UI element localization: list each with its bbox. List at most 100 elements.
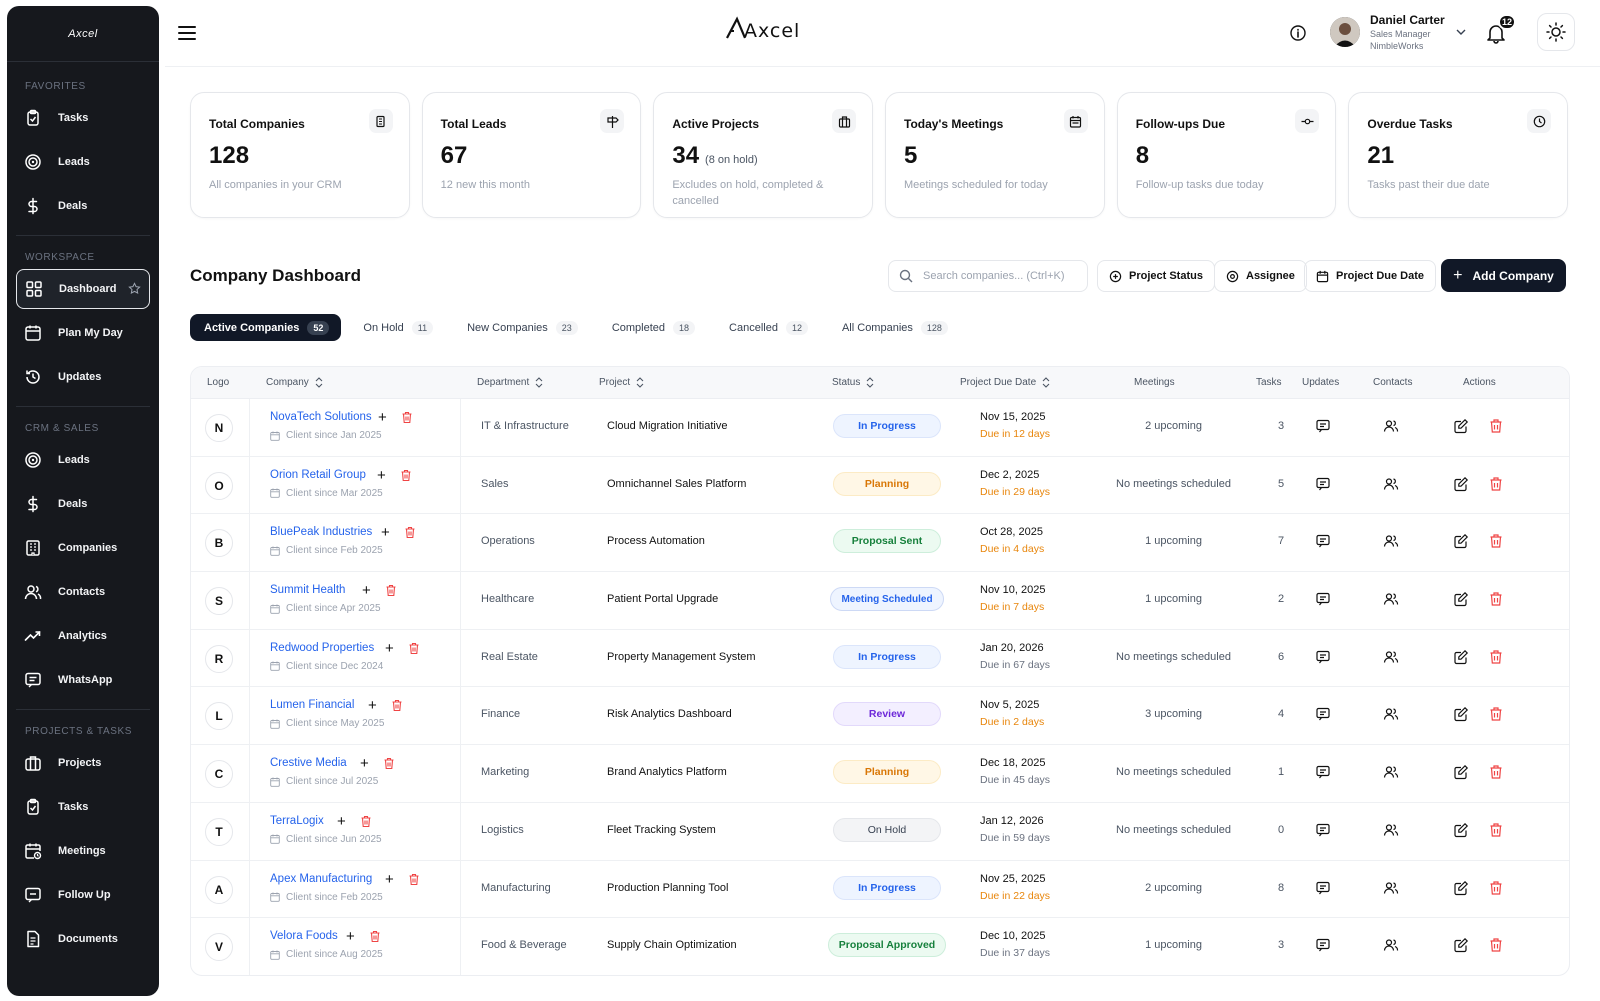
sort-icon[interactable] [636, 377, 644, 388]
updates-icon[interactable] [1315, 476, 1331, 492]
edit-icon[interactable] [1453, 880, 1469, 896]
company-name-link[interactable]: Apex Manufacturing [270, 872, 373, 885]
table-row[interactable]: B BluePeak Industries + Client since Feb 20… [191, 514, 1569, 573]
edit-icon[interactable] [1453, 822, 1469, 838]
sidebar-item-deals[interactable]: Deals [16, 186, 150, 226]
add-contact-icon[interactable]: + [385, 639, 394, 657]
column-header-department[interactable]: Department [477, 377, 543, 388]
edit-icon[interactable] [1453, 418, 1469, 434]
updates-icon[interactable] [1315, 533, 1331, 549]
add-contact-icon[interactable]: + [360, 755, 369, 773]
table-row[interactable]: V Velora Foods + Client since Aug 2025 Food … [191, 918, 1569, 975]
tab-cancelled[interactable]: Cancelled 12 [715, 314, 820, 341]
column-header-project-due-date[interactable]: Project Due Date [960, 377, 1050, 388]
table-row[interactable]: C Crestive Media + Client since Jul 2025 Mar… [191, 745, 1569, 803]
edit-icon[interactable] [1453, 764, 1469, 780]
edit-icon[interactable] [1453, 649, 1469, 665]
chevron-down-icon[interactable] [1455, 27, 1467, 37]
table-row[interactable]: S Summit Health + Client since Apr 2025 Heal… [191, 572, 1569, 630]
company-name-link[interactable]: Redwood Properties [270, 641, 375, 654]
company-name-link[interactable]: Lumen Financial [270, 699, 355, 712]
user-name[interactable]: Daniel Carter [1370, 13, 1445, 27]
delete-icon[interactable] [1488, 591, 1504, 607]
filter-due-date-button[interactable]: Project Due Date [1304, 260, 1437, 292]
delete-icon[interactable] [1488, 418, 1504, 434]
updates-icon[interactable] [1315, 937, 1331, 953]
star-icon[interactable] [128, 282, 141, 295]
company-name-link[interactable]: Orion Retail Group [270, 468, 366, 481]
updates-icon[interactable] [1315, 764, 1331, 780]
company-name-link[interactable]: Summit Health [270, 584, 346, 597]
edit-icon[interactable] [1453, 591, 1469, 607]
delete-company-icon[interactable] [385, 584, 397, 597]
sidebar-item-dashboard[interactable]: Dashboard [16, 269, 150, 309]
column-header-project[interactable]: Project [599, 377, 644, 388]
sort-icon[interactable] [535, 377, 543, 388]
delete-company-icon[interactable] [391, 699, 403, 712]
user-avatar[interactable] [1330, 17, 1360, 47]
delete-company-icon[interactable] [369, 930, 381, 943]
sort-icon[interactable] [315, 377, 323, 388]
sidebar-item-analytics[interactable]: Analytics [16, 616, 150, 656]
contacts-icon[interactable] [1383, 591, 1399, 607]
add-contact-icon[interactable]: + [362, 582, 371, 600]
contacts-icon[interactable] [1383, 418, 1399, 434]
delete-icon[interactable] [1488, 822, 1504, 838]
table-row[interactable]: L Lumen Financial + Client since May 2025 Fi… [191, 687, 1569, 746]
updates-icon[interactable] [1315, 880, 1331, 896]
contacts-icon[interactable] [1383, 533, 1399, 549]
sidebar-item-plan-my-day[interactable]: Plan My Day [16, 313, 150, 353]
delete-company-icon[interactable] [400, 469, 412, 482]
delete-icon[interactable] [1488, 880, 1504, 896]
updates-icon[interactable] [1315, 418, 1331, 434]
table-row[interactable]: T TerraLogix + Client since Jun 2025 Logisti… [191, 802, 1569, 861]
contacts-icon[interactable] [1383, 649, 1399, 665]
company-name-link[interactable]: Crestive Media [270, 757, 347, 770]
sidebar-item-meetings[interactable]: Meetings [16, 831, 150, 871]
tab-completed[interactable]: Completed 18 [598, 314, 707, 341]
edit-icon[interactable] [1453, 476, 1469, 492]
add-contact-icon[interactable]: + [368, 697, 377, 715]
table-row[interactable]: N NovaTech Solutions + Client since Jan 202… [191, 399, 1569, 457]
delete-company-icon[interactable] [401, 411, 413, 424]
sidebar-item-contacts[interactable]: Contacts [16, 572, 150, 612]
delete-company-icon[interactable] [383, 757, 395, 770]
sidebar-item-updates[interactable]: Updates [16, 357, 150, 397]
sidebar-item-leads[interactable]: Leads [16, 440, 150, 480]
company-name-link[interactable]: TerraLogix [270, 814, 324, 827]
info-icon[interactable] [1289, 24, 1307, 42]
sidebar-item-companies[interactable]: Companies [16, 528, 150, 568]
contacts-icon[interactable] [1383, 880, 1399, 896]
sidebar-item-follow-up[interactable]: Follow Up [16, 875, 150, 915]
search-box[interactable] [888, 260, 1088, 292]
delete-icon[interactable] [1488, 764, 1504, 780]
delete-company-icon[interactable] [360, 815, 372, 828]
contacts-icon[interactable] [1383, 764, 1399, 780]
updates-icon[interactable] [1315, 591, 1331, 607]
updates-icon[interactable] [1315, 649, 1331, 665]
table-row[interactable]: A Apex Manufacturing + Client since Feb 202… [191, 860, 1569, 919]
column-header-company[interactable]: Company [266, 377, 323, 388]
contacts-icon[interactable] [1383, 822, 1399, 838]
search-input[interactable] [923, 270, 1073, 282]
tab-new-companies[interactable]: New Companies 23 [453, 314, 590, 341]
delete-icon[interactable] [1488, 937, 1504, 953]
sidebar-item-tasks[interactable]: Tasks [16, 98, 150, 138]
add-contact-icon[interactable]: + [385, 870, 394, 888]
sidebar-logo[interactable]: Axcel [7, 6, 159, 62]
updates-icon[interactable] [1315, 706, 1331, 722]
edit-icon[interactable] [1453, 937, 1469, 953]
add-contact-icon[interactable]: + [346, 928, 355, 946]
company-name-link[interactable]: Velora Foods [270, 930, 338, 943]
filter-project-status-button[interactable]: Project Status [1097, 260, 1215, 292]
add-contact-icon[interactable]: + [381, 524, 390, 542]
sidebar-item-projects[interactable]: Projects [16, 743, 150, 783]
add-company-button[interactable]: + Add Company [1441, 259, 1566, 292]
delete-company-icon[interactable] [408, 642, 420, 655]
company-name-link[interactable]: BluePeak Industries [270, 526, 373, 539]
delete-company-icon[interactable] [408, 873, 420, 886]
add-contact-icon[interactable]: + [337, 812, 346, 830]
contacts-icon[interactable] [1383, 937, 1399, 953]
add-contact-icon[interactable]: + [378, 409, 387, 426]
sidebar-item-deals[interactable]: Deals [16, 484, 150, 524]
